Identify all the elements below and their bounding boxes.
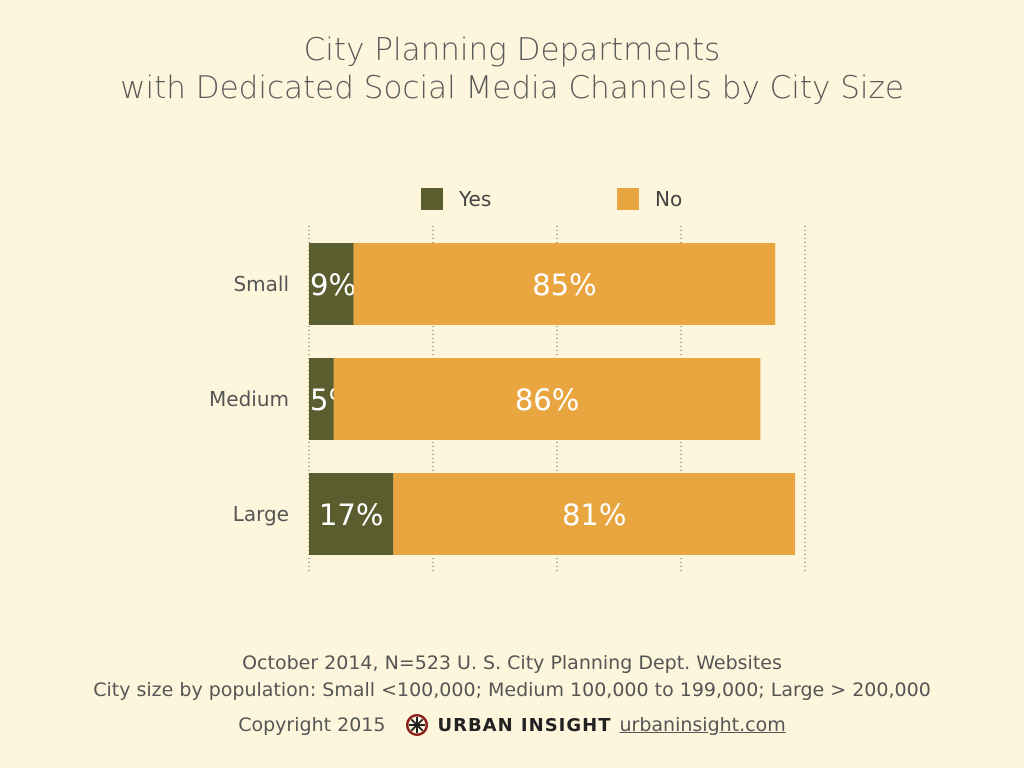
bar-yes	[309, 243, 354, 325]
legend-swatch-no	[617, 188, 639, 210]
data-label-yes: 17%	[319, 498, 383, 532]
chart-title-line-1: City Planning Departments	[303, 32, 721, 68]
data-label-no: 85%	[532, 268, 596, 302]
copyright-text: Copyright 2015	[238, 714, 386, 736]
category-label: Small	[233, 272, 289, 296]
bar-yes	[309, 473, 394, 555]
bar-yes	[309, 358, 334, 440]
bar-no	[353, 243, 776, 325]
bar-no	[393, 473, 796, 555]
chart-title-line-2: with Dedicated Social Media Channels by …	[120, 70, 904, 106]
data-label-no: 86%	[515, 383, 579, 417]
legend-item-yes: Yes	[421, 187, 491, 211]
legend-label-yes: Yes	[459, 187, 492, 211]
category-label: Medium	[209, 387, 289, 411]
bar-no	[333, 358, 761, 440]
source-note: October 2014, N=523 U. S. City Planning …	[242, 652, 782, 674]
legend-label-no: No	[655, 187, 683, 211]
data-label-no: 81%	[562, 498, 626, 532]
brand-link[interactable]: urbaninsight.com	[619, 714, 786, 736]
brand-name: URBAN INSIGHT	[437, 714, 612, 736]
data-label-yes: 9%	[310, 268, 356, 302]
copyright-row: Copyright 2015 URBAN INSIGHT urbaninsigh…	[0, 713, 1024, 737]
legend-swatch-yes	[421, 188, 443, 210]
city-size-note: City size by population: Small <100,000;…	[93, 679, 931, 701]
urban-insight-logo-icon	[406, 714, 429, 736]
legend-item-no: No	[617, 187, 682, 211]
category-label: Large	[233, 502, 289, 526]
